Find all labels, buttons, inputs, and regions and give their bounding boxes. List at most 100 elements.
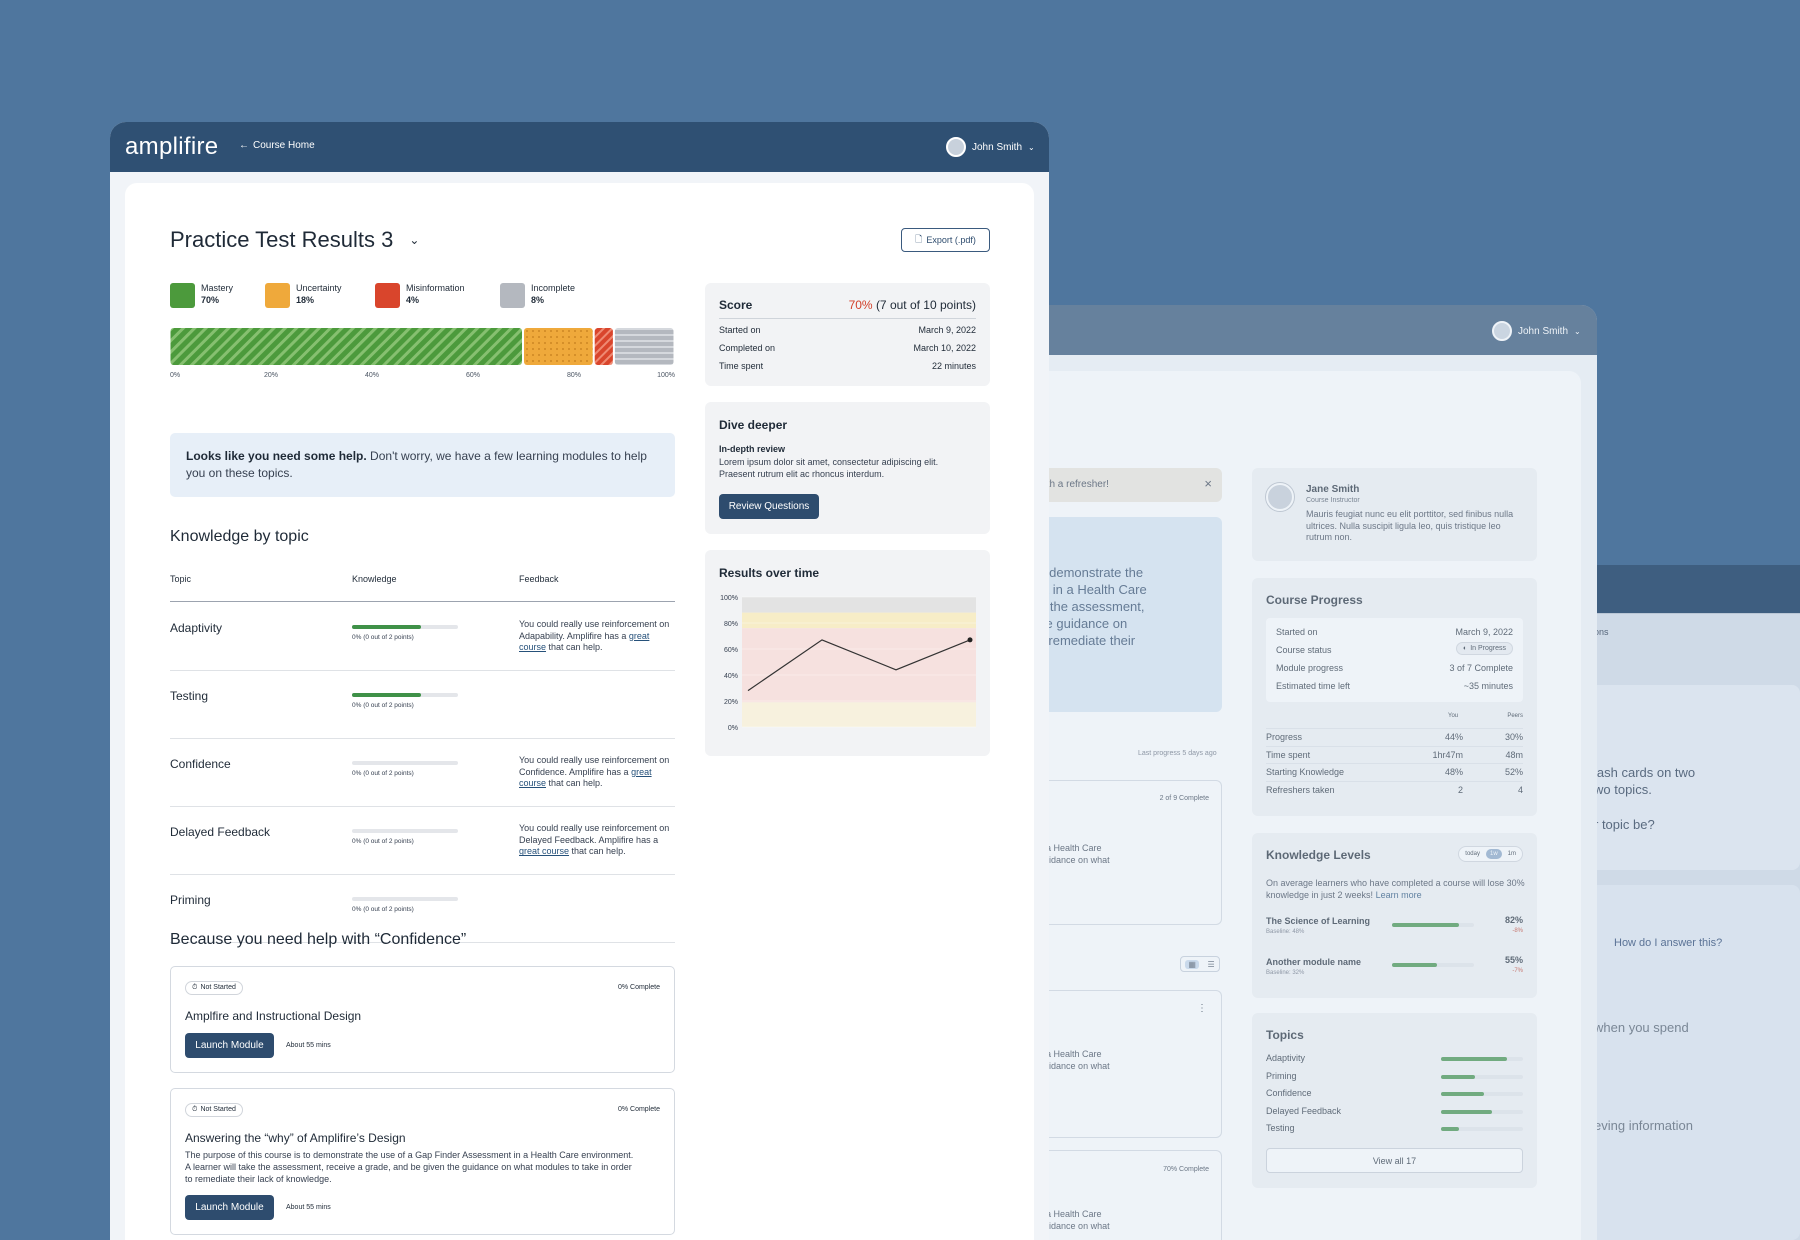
topic-item-bar	[1441, 1109, 1523, 1114]
kl-item-2-baseline: Baseline: 32%	[1266, 970, 1305, 976]
third-window-card	[1585, 685, 1800, 870]
page-title[interactable]: Practice Test Results 3 ⌄	[170, 227, 419, 253]
logo[interactable]: amplifire	[125, 133, 219, 160]
kl-item-1-baseline: Baseline: 48%	[1266, 929, 1305, 935]
stat-row: Starting Knowledge 48% 52%	[1266, 763, 1523, 781]
col-knowledge[interactable]: Knowledge	[352, 574, 397, 584]
topic-item: Adaptivity	[1266, 1053, 1523, 1071]
more-icon[interactable]: ⋮	[1197, 1003, 1207, 1014]
y-tick-label: 100%	[720, 595, 738, 602]
topic-item: Priming	[1266, 1071, 1523, 1089]
toggle-1m[interactable]: 1m	[1507, 851, 1516, 857]
score-row-label: Time spent	[719, 361, 764, 371]
topic-row: Confidence 0% (0 out of 2 points) You coul…	[170, 739, 675, 807]
bar-segment-uncertainty	[524, 328, 593, 365]
list-view-icon[interactable]: ☰	[1207, 959, 1215, 969]
col-topic[interactable]: Topic	[170, 574, 192, 584]
legend-label: Mastery	[201, 283, 234, 293]
instructor-card: Jane Smith Course Instructor Mauris feug…	[1252, 468, 1537, 561]
knowledge-sub: 0% (0 out of 2 points)	[352, 838, 414, 845]
col-feedback[interactable]: Feedback	[519, 574, 559, 584]
score-row-label: Started on	[719, 325, 761, 335]
knowledge-sub: 0% (0 out of 2 points)	[352, 770, 414, 777]
cp-label-1: Course status	[1276, 645, 1332, 655]
module-card-3-line-1: essment in a Health Care	[1000, 1209, 1102, 1219]
legend-pct: 4%	[406, 294, 420, 305]
legend-pct: 8%	[531, 294, 545, 305]
score-divider	[719, 318, 976, 319]
topic-name: Adaptivity	[170, 621, 223, 635]
course-progress-card: Course Progress Started on March 9, 2022…	[1252, 578, 1537, 816]
bar-tick-label: 60%	[466, 372, 480, 379]
view-all-button[interactable]: View all 17	[1266, 1148, 1523, 1173]
col-you: You	[1448, 713, 1459, 719]
great-course-link[interactable]: great course	[519, 630, 650, 653]
results-over-time-panel: Results over time 100% 80% 60% 40% 20% 0%	[705, 550, 990, 756]
module-card-2-line-2: given the guidance on what	[1000, 1061, 1110, 1071]
cp-label-0: Started on	[1276, 627, 1318, 637]
score-row-value: March 10, 2022	[913, 343, 976, 353]
review-questions-button[interactable]: Review Questions	[719, 494, 819, 519]
knowledge-bar	[352, 897, 458, 901]
bar-tick-label: 40%	[365, 372, 379, 379]
topic-item: Delayed Feedback	[1266, 1106, 1523, 1124]
result-bar: 0% 20% 40% 60% 80% 100%	[170, 328, 675, 379]
launch-module-button[interactable]: Launch Module	[185, 1033, 274, 1058]
instructor-name: Jane Smith	[1306, 484, 1360, 495]
top-nav: amplifire ← Course Home John Smith ⌄	[110, 122, 1049, 172]
flash-line-1: lash cards on two	[1594, 765, 1696, 780]
user-menu[interactable]: John Smith ⌄	[946, 137, 1035, 157]
file-icon: 🗋	[915, 234, 923, 244]
user-name: John Smith	[972, 141, 1023, 153]
great-course-link[interactable]: great course	[519, 766, 652, 789]
knowledge-bar	[352, 829, 458, 833]
bar-segment-misinformation	[594, 328, 613, 365]
dive-title: Dive deeper	[719, 418, 788, 432]
kl-item-2-delta: -7%	[1512, 968, 1523, 974]
score-label: Score	[719, 298, 753, 312]
legend-label: Misinformation	[406, 283, 465, 293]
great-course-link[interactable]: great course	[519, 846, 570, 857]
legend-item: Misinformation 4%	[375, 283, 465, 308]
refresher-text: t it back with a refresher!	[1000, 479, 1109, 490]
kl-item-1-pct: 82%	[1504, 915, 1523, 925]
close-icon[interactable]: ×	[1204, 476, 1212, 491]
launch-module-button[interactable]: Launch Module	[185, 1195, 274, 1220]
third-window-tab[interactable]: ons	[1594, 627, 1609, 637]
receiving-text: eving information	[1594, 1118, 1693, 1133]
topic-name: Delayed Feedback	[170, 825, 271, 839]
y-tick-label: 40%	[724, 673, 738, 680]
kl-item-1-bar	[1392, 923, 1474, 927]
export-button[interactable]: 🗋 Export (.pdf)	[901, 228, 990, 252]
topic-item-bar	[1441, 1092, 1523, 1096]
module-card-1-line-2: given the guidance on what	[1000, 855, 1110, 865]
module-complete: 0% Complete	[617, 1106, 660, 1113]
back-user-menu[interactable]: John Smith ⌄	[1492, 321, 1581, 341]
topic-item-name: Testing	[1266, 1123, 1295, 1133]
course-home-link[interactable]: ← Course Home	[239, 140, 315, 151]
topic-item-name: Confidence	[1266, 1088, 1312, 1098]
toggle-1w[interactable]: 1w	[1485, 849, 1502, 859]
topic-item-name: Priming	[1266, 1070, 1297, 1081]
bar-tick-label: 20%	[264, 372, 278, 379]
grid-view-icon[interactable]: ▦	[1185, 959, 1199, 969]
knowledge-title: Knowledge by topic	[170, 528, 309, 545]
time-toggle[interactable]: today 1w 1m	[1458, 846, 1523, 862]
chevron-down-icon[interactable]: ⌄	[409, 233, 420, 247]
dive-subtitle: In-depth review	[719, 444, 786, 454]
cp-value-3: ~35 minutes	[1463, 681, 1513, 691]
stat-row: Progress 44% 30%	[1266, 728, 1523, 746]
learn-more-link[interactable]: Learn more	[1375, 889, 1422, 900]
toggle-today[interactable]: today	[1465, 851, 1480, 857]
help-text: Don't worry, we have a few learning modu…	[186, 449, 647, 481]
help-link[interactable]: How do I answer this?	[1614, 937, 1723, 949]
topic-table-header: Topic Knowledge Feedback	[170, 574, 675, 602]
module-card-2-line-1: essment in a Health Care	[1000, 1049, 1102, 1059]
module-title: Amplfire and Instructional Design	[185, 1009, 362, 1023]
view-toggle[interactable]: ▦ ☰	[1180, 956, 1220, 972]
module-desc: The purpose of this course is to demonst…	[185, 1150, 634, 1185]
timer-icon: ⏱	[192, 984, 198, 991]
cp-value-2: 3 of 7 Complete	[1449, 663, 1513, 673]
score-row-value: 22 minutes	[931, 361, 976, 371]
bar-tick-label: 0%	[170, 372, 180, 379]
